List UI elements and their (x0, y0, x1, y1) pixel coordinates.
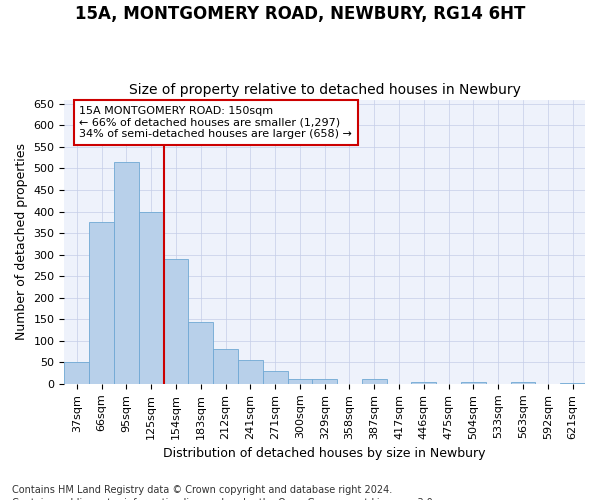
Text: Contains public sector information licensed under the Open Government Licence v3: Contains public sector information licen… (12, 498, 436, 500)
Text: Contains HM Land Registry data © Crown copyright and database right 2024.: Contains HM Land Registry data © Crown c… (12, 485, 392, 495)
Bar (412, 382, 436, 384)
Bar (89, 222, 114, 384)
Bar (461, 382, 486, 384)
Y-axis label: Number of detached properties: Number of detached properties (15, 143, 28, 340)
Bar (114, 162, 139, 384)
Bar (263, 371, 287, 384)
Text: 15A, MONTGOMERY ROAD, NEWBURY, RG14 6HT: 15A, MONTGOMERY ROAD, NEWBURY, RG14 6HT (75, 5, 525, 23)
X-axis label: Distribution of detached houses by size in Newbury: Distribution of detached houses by size … (163, 447, 486, 460)
Bar (560, 382, 585, 384)
Bar (287, 379, 313, 384)
Bar (362, 379, 386, 384)
Bar (511, 382, 535, 384)
Text: 15A MONTGOMERY ROAD: 150sqm
← 66% of detached houses are smaller (1,297)
34% of : 15A MONTGOMERY ROAD: 150sqm ← 66% of det… (79, 106, 352, 139)
Bar (188, 322, 213, 384)
Title: Size of property relative to detached houses in Newbury: Size of property relative to detached ho… (129, 83, 521, 97)
Bar (313, 379, 337, 384)
Bar (238, 360, 263, 384)
Bar (139, 212, 164, 384)
Bar (213, 348, 238, 384)
Bar (164, 259, 188, 384)
Bar (64, 362, 89, 384)
